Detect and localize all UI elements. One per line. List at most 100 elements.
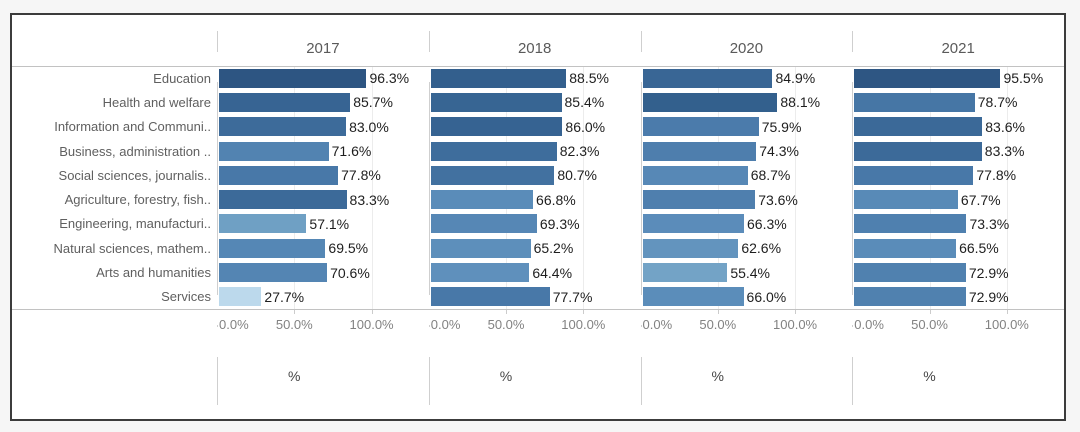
row-label[interactable]: Agriculture, forestry, fish.. bbox=[64, 192, 211, 208]
bar[interactable] bbox=[219, 287, 262, 307]
x-tick-label: 0.0% bbox=[430, 317, 461, 332]
panel-2020: 84.9% 88.1% 75.9% 74.3% 68.7% 73.6% 66.3% 62.6%… bbox=[640, 66, 853, 309]
bar-row: 65.2% bbox=[429, 236, 641, 260]
year-header[interactable]: 2021 bbox=[941, 40, 975, 57]
bar[interactable] bbox=[642, 92, 778, 112]
bar[interactable] bbox=[430, 165, 555, 185]
bar-value-label: 74.3% bbox=[759, 143, 799, 160]
bar-row: 70.6% bbox=[217, 260, 429, 284]
panel-header-2017: 2017 bbox=[217, 15, 429, 66]
row-label[interactable]: Information and Communi.. bbox=[54, 119, 211, 135]
bar[interactable] bbox=[642, 141, 757, 161]
axis-separator-line bbox=[12, 309, 1064, 310]
year-header[interactable]: 2020 bbox=[729, 40, 764, 57]
bar[interactable] bbox=[642, 238, 739, 258]
bar-rows: 95.5% 78.7% 83.6% 83.3% 77.8% 67.7% 73.3% 66.5%… bbox=[852, 66, 1064, 309]
row-label[interactable]: Engineering, manufacturi.. bbox=[59, 216, 211, 232]
bar[interactable] bbox=[854, 141, 982, 161]
bar[interactable] bbox=[642, 287, 744, 307]
bar[interactable] bbox=[642, 68, 773, 88]
bar-value-label: 64.4% bbox=[532, 264, 573, 281]
xlabel-2018: % bbox=[428, 341, 641, 419]
bar-row: 72.9% bbox=[852, 285, 1064, 309]
bar-value-label: 83.3% bbox=[349, 191, 390, 208]
bar-value-label: 66.3% bbox=[747, 215, 787, 232]
bar-value-label: 65.2% bbox=[533, 240, 574, 257]
bar[interactable] bbox=[219, 238, 326, 258]
bar-value-label: 77.8% bbox=[976, 167, 1017, 184]
bar[interactable] bbox=[854, 117, 983, 137]
row-label[interactable]: Natural sciences, mathem.. bbox=[53, 240, 211, 256]
bar[interactable] bbox=[854, 68, 1001, 88]
bar[interactable] bbox=[219, 263, 328, 283]
bar[interactable] bbox=[854, 287, 966, 307]
bar[interactable] bbox=[430, 117, 563, 137]
bar[interactable] bbox=[430, 190, 534, 210]
bar-row: 68.7% bbox=[641, 163, 853, 187]
bar[interactable] bbox=[430, 263, 530, 283]
bar[interactable] bbox=[219, 165, 339, 185]
bar-value-label: 88.1% bbox=[780, 94, 821, 111]
bar[interactable] bbox=[219, 117, 347, 137]
bar[interactable] bbox=[430, 92, 562, 112]
bar-row: 64.4% bbox=[429, 260, 641, 284]
bar-row: 83.0% bbox=[217, 115, 429, 139]
bar[interactable] bbox=[642, 214, 745, 234]
row-label[interactable]: Business, administration .. bbox=[59, 143, 211, 159]
bar-row: 66.5% bbox=[852, 236, 1064, 260]
bar[interactable] bbox=[642, 117, 759, 137]
bar-value-label: 69.3% bbox=[539, 215, 580, 232]
year-header[interactable]: 2017 bbox=[306, 40, 340, 57]
bar[interactable] bbox=[430, 287, 550, 307]
bar[interactable] bbox=[642, 263, 728, 283]
bar-rows: 84.9% 88.1% 75.9% 74.3% 68.7% 73.6% 66.3% 62.6%… bbox=[641, 66, 853, 309]
bar-value-label: 69.5% bbox=[328, 240, 369, 257]
bar[interactable] bbox=[854, 190, 958, 210]
bar-rows: 96.3% 85.7% 83.0% 71.6% 77.8% 83.3% 57.1% 69.5%… bbox=[217, 66, 429, 309]
bar-row: 73.3% bbox=[852, 212, 1064, 236]
x-tick-label: 0.0% bbox=[219, 317, 249, 332]
bar[interactable] bbox=[642, 165, 748, 185]
bar[interactable] bbox=[854, 92, 975, 112]
panel-header-2020: 2020 bbox=[640, 15, 853, 66]
bar-row: 88.5% bbox=[429, 66, 641, 90]
x-tick-label: 50.0% bbox=[275, 317, 313, 332]
row-label[interactable]: Services bbox=[161, 289, 211, 305]
bar[interactable] bbox=[854, 238, 957, 258]
bar[interactable] bbox=[219, 214, 307, 234]
bar-value-label: 68.7% bbox=[750, 167, 791, 184]
bar-value-label: 27.7% bbox=[264, 288, 305, 305]
bar-value-label: 85.7% bbox=[353, 94, 393, 111]
row-label[interactable]: Arts and humanities bbox=[96, 265, 211, 281]
tick-mark bbox=[294, 309, 296, 314]
bar-value-label: 66.0% bbox=[746, 288, 787, 305]
row-label[interactable]: Social sciences, journalis.. bbox=[58, 167, 211, 183]
bar-value-label: 72.9% bbox=[968, 288, 1009, 305]
bar[interactable] bbox=[854, 165, 974, 185]
gridline-100 bbox=[583, 66, 585, 309]
bar[interactable] bbox=[219, 92, 351, 112]
panel-2021: 95.5% 78.7% 83.6% 83.3% 77.8% 67.7% 73.3% 66.5%… bbox=[852, 66, 1064, 309]
row-label[interactable]: Health and welfare bbox=[102, 94, 211, 110]
xlabel-2020: % bbox=[640, 341, 853, 419]
bar[interactable] bbox=[219, 190, 347, 210]
bar[interactable] bbox=[219, 68, 367, 88]
bar[interactable] bbox=[854, 263, 966, 283]
bar[interactable] bbox=[219, 141, 329, 161]
row-label[interactable]: Education bbox=[153, 70, 211, 86]
panel-divider bbox=[640, 357, 642, 405]
panel-2018: 88.5% 85.4% 86.0% 82.3% 80.7% 66.8% 69.3% 65.2%… bbox=[428, 66, 641, 309]
tick-mark bbox=[583, 309, 585, 314]
bar[interactable] bbox=[430, 141, 557, 161]
year-header[interactable]: 2018 bbox=[517, 40, 552, 57]
bar[interactable] bbox=[854, 214, 967, 234]
gridline-50 bbox=[717, 66, 719, 309]
bar[interactable] bbox=[430, 238, 531, 258]
bar-value-label: 72.9% bbox=[968, 264, 1009, 281]
x-tick-label: 50.0% bbox=[911, 317, 948, 332]
bar-value-label: 82.3% bbox=[559, 143, 600, 160]
bar[interactable] bbox=[430, 68, 567, 88]
bar-row: 66.0% bbox=[641, 285, 853, 309]
bar[interactable] bbox=[642, 190, 756, 210]
bar[interactable] bbox=[430, 214, 537, 234]
